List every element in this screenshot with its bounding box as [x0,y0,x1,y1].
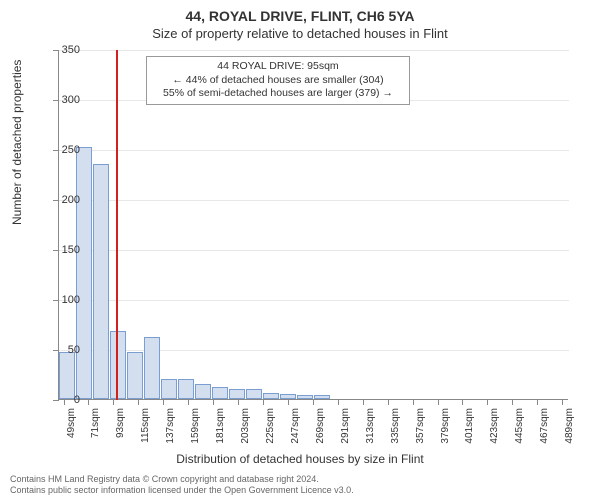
y-tick-label: 0 [50,394,80,406]
x-tick-label: 313sqm [365,408,376,444]
x-tick [263,399,264,405]
chart-container: 44, ROYAL DRIVE, FLINT, CH6 5YA Size of … [0,0,600,500]
histogram-bar [127,352,143,399]
y-tick-label: 50 [50,344,80,356]
x-tick [413,399,414,405]
x-tick [363,399,364,405]
annotation-box: 44 ROYAL DRIVE: 95sqm ← 44% of detached … [146,56,410,105]
x-tick-label: 159sqm [190,408,201,444]
x-tick-label: 137sqm [165,408,176,444]
x-tick [462,399,463,405]
histogram-bar [229,389,245,399]
annotation-line2: ← 44% of detached houses are smaller (30… [153,74,403,88]
x-tick [88,399,89,405]
histogram-bar [297,395,313,399]
x-tick-label: 225sqm [265,408,276,444]
y-tick-label: 250 [50,144,80,156]
x-tick-label: 291sqm [340,408,351,444]
y-tick-label: 300 [50,94,80,106]
x-tick-label: 203sqm [240,408,251,444]
x-axis-label: Distribution of detached houses by size … [0,452,600,466]
annotation-line3: 55% of semi-detached houses are larger (… [153,87,403,101]
histogram-bar [59,352,75,399]
x-tick [163,399,164,405]
chart-title-main: 44, ROYAL DRIVE, FLINT, CH6 5YA [0,0,600,24]
x-tick [113,399,114,405]
x-tick [338,399,339,405]
footer-line1: Contains HM Land Registry data © Crown c… [10,474,354,485]
x-tick-label: 423sqm [489,408,500,444]
x-tick-label: 71sqm [90,408,101,438]
annotation-line1: 44 ROYAL DRIVE: 95sqm [153,60,403,74]
x-tick [388,399,389,405]
chart-title-sub: Size of property relative to detached ho… [0,24,600,41]
chart-area: 44 ROYAL DRIVE: 95sqm ← 44% of detached … [58,50,568,400]
histogram-bar [110,331,126,399]
y-tick-label: 350 [50,44,80,56]
x-tick-label: 49sqm [66,408,77,438]
y-tick-label: 150 [50,244,80,256]
x-tick-label: 379sqm [440,408,451,444]
x-tick [562,399,563,405]
gridline [59,300,569,301]
x-tick [238,399,239,405]
x-tick-label: 335sqm [390,408,401,444]
gridline [59,250,569,251]
x-tick [188,399,189,405]
gridline [59,350,569,351]
x-tick [213,399,214,405]
footer-attribution: Contains HM Land Registry data © Crown c… [10,474,354,497]
histogram-bar [93,164,109,399]
histogram-bar [76,147,92,399]
gridline [59,50,569,51]
y-tick-label: 200 [50,194,80,206]
histogram-bar [161,379,177,399]
x-tick-label: 401sqm [464,408,475,444]
x-tick-label: 247sqm [290,408,301,444]
x-tick-label: 489sqm [564,408,575,444]
histogram-bar [178,379,194,399]
x-tick-label: 181sqm [215,408,226,444]
x-tick [537,399,538,405]
y-axis-label: Number of detached properties [10,60,24,225]
x-tick-label: 467sqm [539,408,550,444]
footer-line2: Contains public sector information licen… [10,485,354,496]
x-tick [438,399,439,405]
property-marker-line [116,50,118,400]
gridline [59,200,569,201]
x-tick-label: 445sqm [514,408,525,444]
x-tick [288,399,289,405]
x-tick-label: 269sqm [315,408,326,444]
gridline [59,150,569,151]
histogram-bar [314,395,330,399]
y-tick-label: 100 [50,294,80,306]
histogram-bar [195,384,211,399]
histogram-bar [144,337,160,399]
histogram-bar [246,389,262,399]
x-tick [512,399,513,405]
histogram-bar [212,387,228,399]
x-tick-label: 115sqm [140,408,151,443]
x-tick [138,399,139,405]
x-tick-label: 93sqm [115,408,126,438]
x-tick [313,399,314,405]
x-tick [487,399,488,405]
histogram-bar [263,393,279,399]
x-tick-label: 357sqm [415,408,426,444]
